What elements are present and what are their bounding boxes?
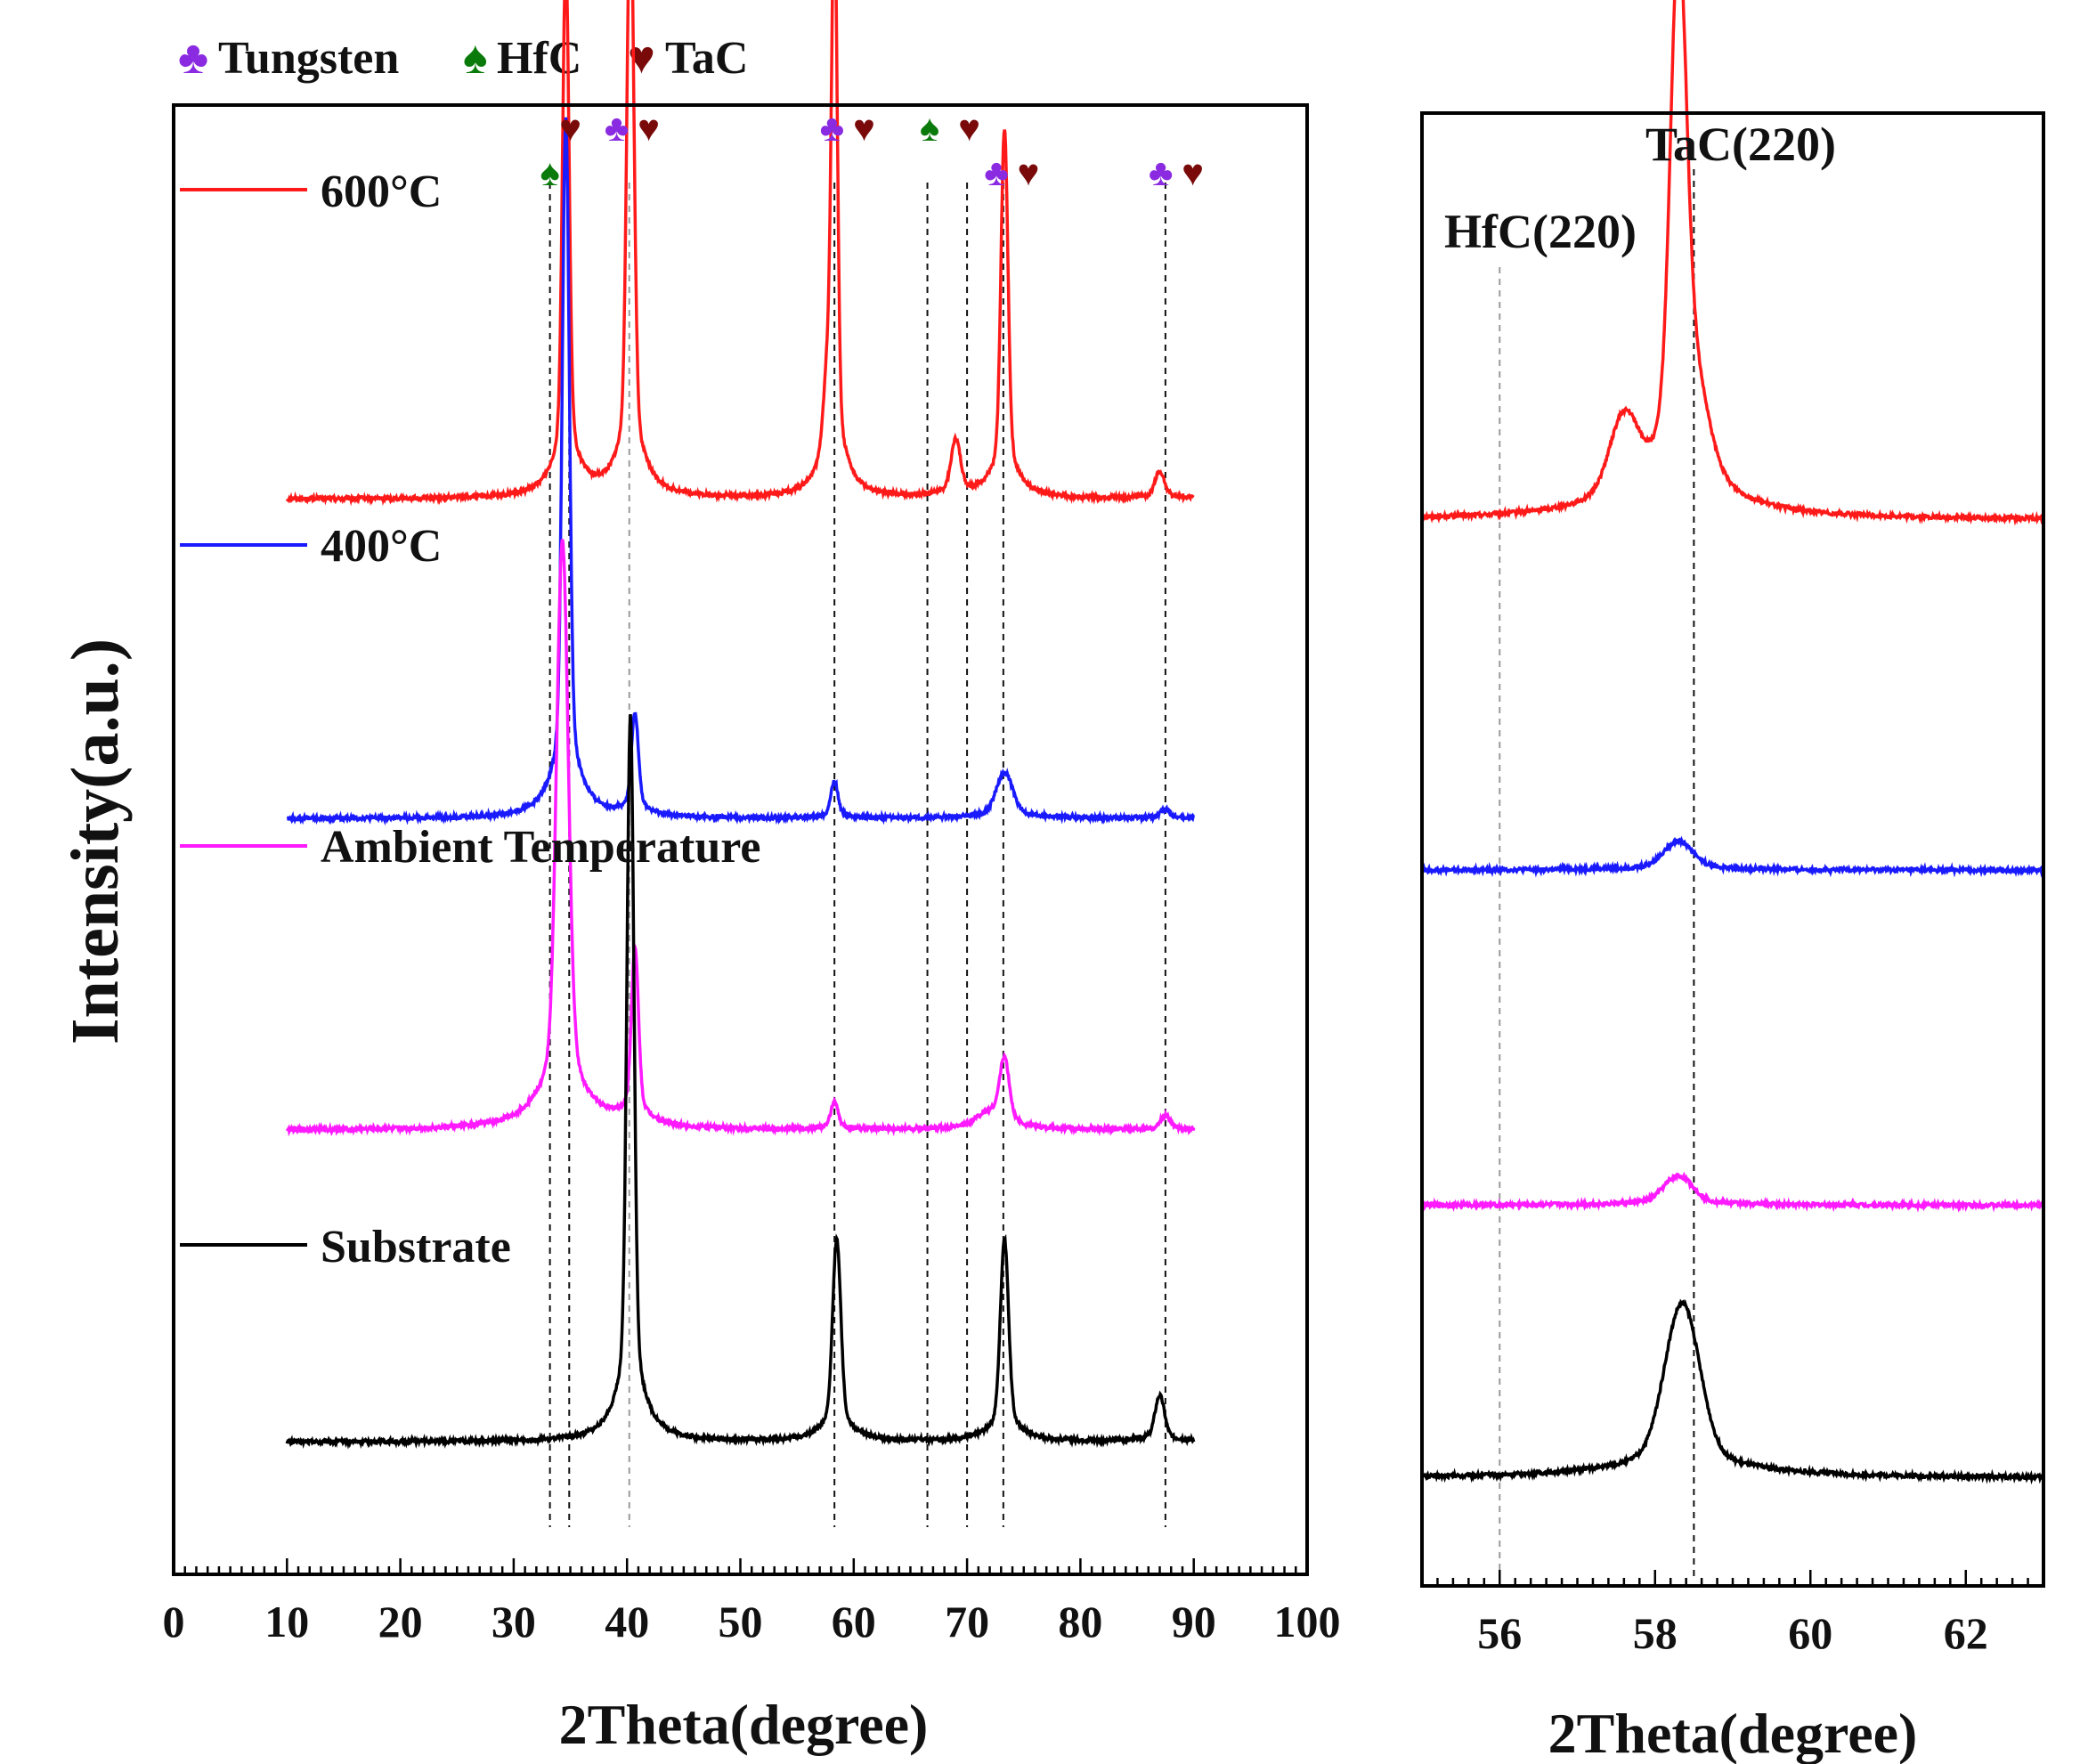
legend-tac-label: TaC [665, 33, 748, 84]
left-series-ambient-temperature [285, 539, 1196, 1137]
right-x-tick-label-60: 60 [1788, 1608, 1832, 1658]
left-x-tick-label-100: 100 [1274, 1597, 1341, 1646]
right-x-axis: 56 58 60 62 [1420, 1570, 2045, 1658]
hfc-220-label: HfC(220) [1444, 205, 1637, 258]
series-legend: 600°C 400°C Ambient Temperature Substrat… [180, 167, 760, 1272]
right-zoom-panel: 56 58 60 62 TaC(220) HfC(220) 2Theta(degree… [1420, 0, 2045, 1764]
right-plot-frame [1420, 111, 2045, 1588]
left-series-group [285, 0, 1196, 1450]
phase-marker-tac: ♥ [1018, 153, 1040, 194]
phase-marker-tac: ♥ [958, 109, 980, 150]
phase-legend: ♣ Tungsten ♠ HfC ♥ TaC [178, 33, 748, 84]
right-series-400-c [1421, 835, 2045, 878]
right-x-tick-label-56: 56 [1477, 1608, 1522, 1658]
left-reference-lines [548, 183, 1166, 1527]
phase-marker-tac: ♥ [853, 109, 875, 150]
legend-hfc-symbol: ♠ [463, 33, 488, 84]
left-x-axis-title: 2Theta(degree) [559, 1693, 929, 1756]
legend-label-substrate: Substrate [321, 1222, 511, 1272]
legend-label-400: 400°C [321, 521, 442, 572]
legend-tungsten-symbol: ♣ [178, 33, 208, 84]
left-x-tick-label-50: 50 [719, 1597, 763, 1646]
phase-marker-tac: ♥ [638, 109, 660, 150]
phase-marker-hfc: ♠ [540, 153, 559, 194]
right-x-tick-label-62: 62 [1944, 1608, 1988, 1658]
left-x-tick-label-10: 10 [264, 1597, 309, 1646]
phase-marker-tungsten: ♣ [605, 109, 630, 150]
phase-marker-tungsten: ♣ [820, 109, 845, 150]
legend-label-ambient: Ambient Temperature [321, 822, 760, 873]
legend-label-600: 600°C [321, 167, 442, 217]
right-series-600-c [1420, 0, 2045, 526]
phase-marker-hfc: ♠ [920, 109, 939, 150]
left-y-axis-title: Intensity(a.u.) [58, 638, 133, 1045]
left-x-tick-label-90: 90 [1172, 1597, 1216, 1646]
phase-marker-tac: ♥ [1182, 153, 1204, 194]
left-x-tick-label-60: 60 [832, 1597, 876, 1646]
left-x-tick-label-30: 30 [492, 1597, 536, 1646]
left-x-tick-label-20: 20 [378, 1597, 423, 1646]
left-phase-markers: ♠♥ ♣ ♥ ♣ ♥ ♠ ♥♣ ♥ ♣ ♥ [540, 109, 1204, 194]
phase-marker-tungsten: ♣ [984, 153, 1009, 194]
phase-marker-tungsten: ♣ [1149, 153, 1174, 194]
phase-marker-tac: ♥ [559, 109, 581, 150]
left-xrd-panel: 0 10 20 30 40 50 60 70 80 90 100 ♠♥ ♣ ♥ ♣ ♥ ♠ ♥♣ ♥ ♣ ♥ 600°… [58, 0, 1341, 1756]
left-series-substrate [285, 713, 1196, 1450]
right-x-tick-label-58: 58 [1633, 1608, 1678, 1658]
left-x-tick-label-0: 0 [163, 1597, 185, 1646]
legend-tungsten-label: Tungsten [218, 33, 399, 84]
right-series-ambient-temperature [1420, 1171, 2045, 1213]
left-series-600-c [285, 0, 1195, 507]
right-series-group [1420, 0, 2045, 1485]
left-x-tick-label-70: 70 [945, 1597, 989, 1646]
right-series-substrate [1420, 1298, 2044, 1485]
left-x-axis: 0 10 20 30 40 50 60 70 80 90 100 [163, 1558, 1341, 1646]
left-series-400-c [286, 117, 1196, 826]
left-x-tick-label-40: 40 [605, 1597, 649, 1646]
right-x-axis-title: 2Theta(degree) [1548, 1702, 1918, 1764]
left-x-tick-label-80: 80 [1058, 1597, 1102, 1646]
tac-220-label: TaC(220) [1645, 118, 1836, 171]
